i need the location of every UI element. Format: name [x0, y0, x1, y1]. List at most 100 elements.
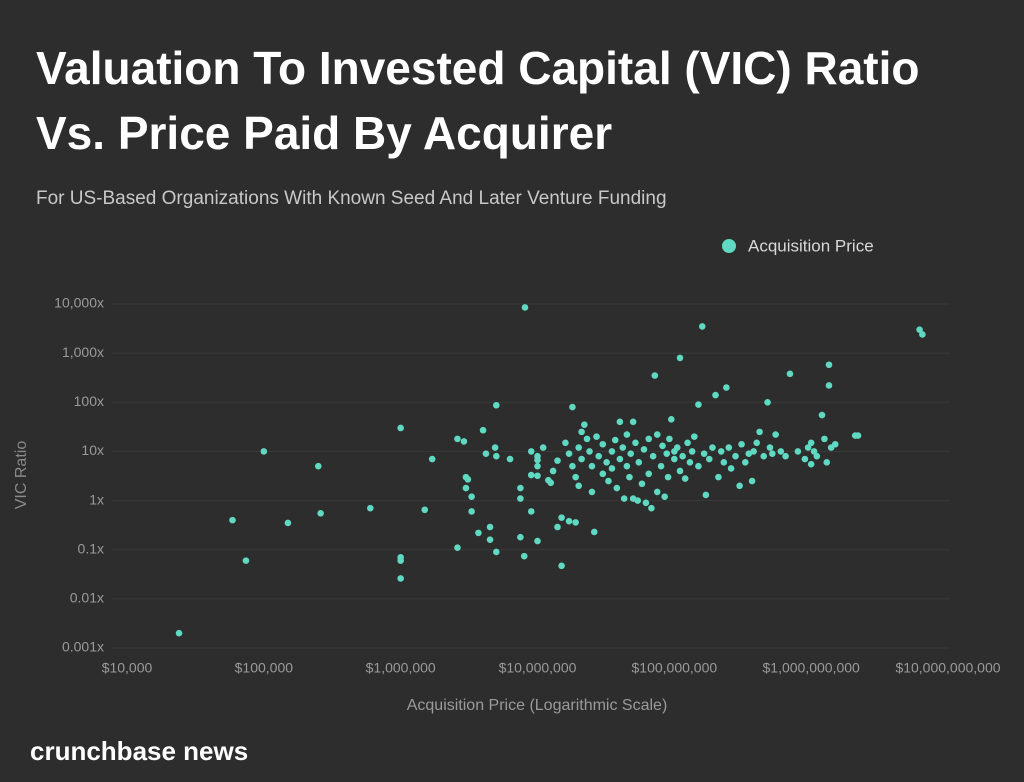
point	[661, 493, 668, 500]
point	[517, 533, 524, 541]
point	[916, 326, 923, 333]
point	[583, 435, 591, 443]
point	[664, 473, 672, 481]
point	[521, 304, 529, 311]
point	[569, 403, 576, 411]
point	[611, 436, 619, 444]
point	[468, 508, 475, 515]
point	[493, 452, 500, 460]
point	[539, 444, 547, 451]
point	[727, 465, 735, 472]
point	[608, 465, 616, 472]
point	[738, 440, 745, 448]
point	[468, 493, 475, 500]
point	[260, 448, 268, 455]
point	[317, 510, 324, 517]
chart-title: Valuation To Invested Capital (VIC) Rati…	[36, 42, 919, 94]
x-tick-label: $10,000,000,000	[895, 660, 1000, 676]
point	[314, 462, 322, 470]
point	[616, 455, 624, 463]
point	[475, 529, 482, 537]
chart-title: Vs. Price Paid By Acquirer	[36, 107, 612, 159]
point	[588, 462, 596, 470]
point	[479, 426, 487, 434]
x-axis-label: Acquisition Price (Logarithmic Scale)	[407, 697, 668, 714]
x-tick-label: $100,000,000	[632, 660, 718, 676]
point	[575, 482, 582, 490]
point	[626, 473, 633, 481]
point	[756, 428, 763, 436]
point	[764, 398, 771, 406]
point	[648, 504, 655, 512]
point	[175, 629, 183, 637]
y-tick-label: 0.1x	[78, 540, 104, 556]
point	[613, 484, 621, 492]
point	[588, 488, 596, 496]
point	[782, 452, 789, 460]
point	[691, 433, 698, 440]
point	[640, 446, 648, 453]
point	[586, 448, 593, 455]
point	[493, 548, 500, 556]
point	[748, 477, 756, 485]
point	[818, 411, 826, 419]
point	[464, 476, 472, 483]
point	[695, 462, 702, 470]
footer-brand: crunchbase news	[30, 736, 248, 766]
point	[679, 452, 686, 460]
y-tick-label: 10x	[81, 442, 104, 458]
point	[578, 428, 585, 436]
point	[700, 450, 708, 457]
point	[801, 455, 809, 463]
point	[676, 354, 684, 362]
point	[520, 552, 528, 560]
point	[717, 448, 725, 455]
point	[638, 480, 646, 488]
point	[619, 444, 627, 451]
point	[565, 450, 573, 457]
point	[671, 455, 678, 463]
point	[649, 452, 657, 460]
point	[454, 544, 461, 551]
point	[460, 438, 468, 445]
point	[804, 444, 812, 451]
point	[599, 470, 607, 478]
x-tick-label: $1,000,000,000	[763, 660, 861, 676]
point	[397, 575, 404, 582]
point	[688, 448, 696, 455]
point	[769, 450, 776, 457]
legend-marker	[722, 239, 736, 253]
point	[534, 462, 541, 470]
x-tick-label: $100,000	[235, 660, 294, 676]
point	[229, 516, 236, 524]
point	[554, 523, 561, 531]
point	[786, 370, 794, 378]
point	[367, 504, 374, 512]
point	[428, 455, 436, 463]
y-tick-label: 1,000x	[62, 344, 104, 360]
y-tick-label: 0.01x	[70, 590, 104, 606]
point	[462, 484, 470, 492]
point	[854, 432, 862, 439]
point	[642, 499, 650, 507]
point	[813, 452, 821, 460]
point	[732, 452, 739, 460]
point	[575, 444, 582, 451]
point	[593, 433, 600, 440]
point	[608, 448, 616, 455]
point	[723, 384, 730, 391]
point	[558, 514, 565, 521]
point	[753, 439, 761, 447]
point	[527, 448, 535, 455]
point	[578, 455, 585, 463]
point	[454, 435, 461, 443]
point	[741, 459, 749, 466]
point	[482, 450, 490, 457]
point	[506, 455, 514, 463]
legend-label: Acquisition Price	[748, 236, 874, 255]
point	[659, 442, 666, 450]
point	[651, 372, 659, 379]
point	[491, 444, 499, 451]
point	[825, 361, 833, 369]
